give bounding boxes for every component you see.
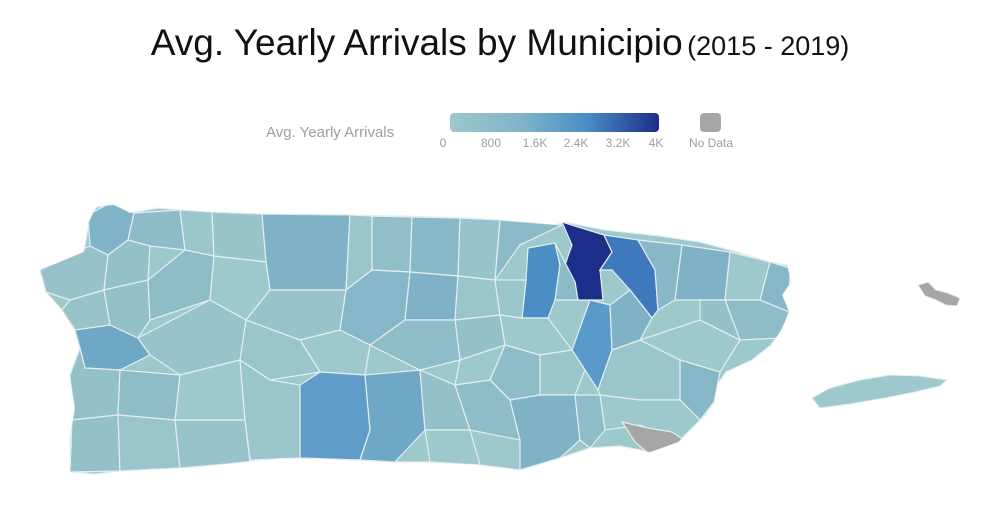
legend-title: Avg. Yearly Arrivals (266, 124, 395, 141)
municipio-region[interactable] (494, 279, 527, 319)
title-sub: (2015 - 2019) (687, 31, 850, 61)
legend-tick: 0 (439, 136, 447, 150)
municipio-region[interactable] (554, 242, 579, 301)
municipio-region[interactable] (424, 429, 481, 466)
main-island (39, 204, 792, 475)
municipio-region[interactable] (211, 211, 267, 263)
municipio-region[interactable] (127, 209, 186, 251)
municipio-region[interactable] (674, 244, 731, 301)
municipio-region[interactable] (117, 369, 181, 421)
municipio-region[interactable] (454, 275, 501, 321)
municipio-region[interactable] (599, 394, 701, 443)
municipio-region[interactable] (457, 217, 501, 281)
legend-tick: 800 (480, 136, 502, 150)
legend-color-bar (450, 113, 659, 132)
municipio-region[interactable] (299, 371, 371, 461)
figure-title: Avg. Yearly Arrivals by Municipio (2015 … (0, 22, 1000, 64)
municipio-region[interactable] (103, 279, 151, 339)
island-culebra[interactable] (917, 281, 961, 307)
municipio-region[interactable] (574, 394, 606, 449)
municipio-region[interactable] (69, 414, 121, 473)
municipio-region[interactable] (368, 319, 461, 371)
no-data-label: No Data (688, 136, 734, 150)
municipio-region[interactable] (609, 289, 653, 351)
legend-tick: 4K (648, 136, 664, 150)
municipio-region[interactable] (371, 215, 413, 273)
legend-tick: 2.4K (563, 136, 589, 150)
municipio-region[interactable] (699, 299, 742, 342)
legend-tick: 1.6K (522, 136, 548, 150)
no-data-swatch (700, 113, 721, 132)
municipio-region[interactable] (103, 239, 151, 291)
title-main: Avg. Yearly Arrivals by Municipio (150, 22, 683, 63)
island-vieques[interactable] (811, 374, 949, 409)
municipio-region[interactable] (636, 239, 683, 312)
municipio-region[interactable] (174, 419, 251, 469)
municipio-region[interactable] (261, 213, 351, 291)
municipio-region[interactable] (409, 216, 461, 277)
municipio-region[interactable] (404, 271, 459, 321)
municipio-region[interactable] (179, 209, 215, 257)
municipio-region[interactable] (117, 414, 181, 472)
legend-tick: 3.2K (605, 136, 631, 150)
municipio-region[interactable] (509, 394, 581, 471)
